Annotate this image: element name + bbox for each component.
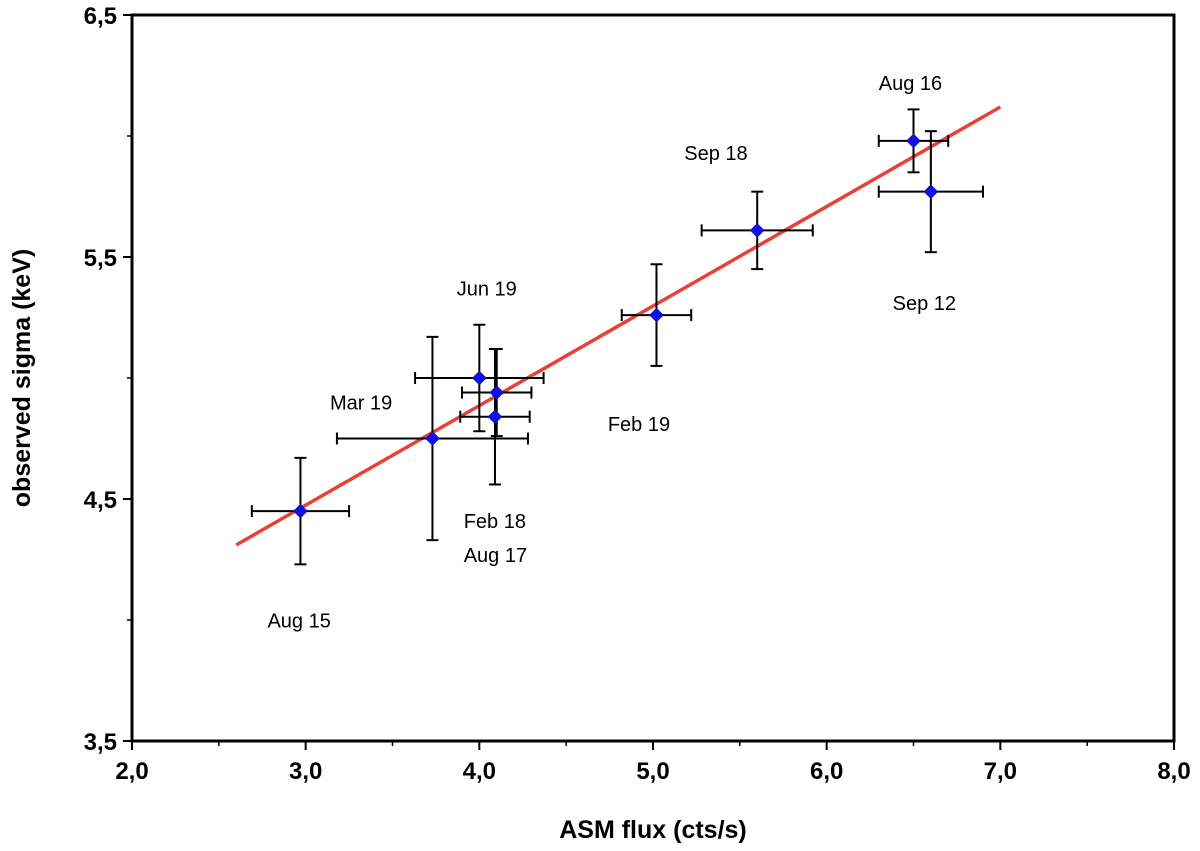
data-point-marker	[425, 431, 440, 446]
y-axis-title: observed sigma (keV)	[8, 249, 36, 507]
fit-line-layer	[235, 105, 1002, 547]
y-tick-label: 6,5	[84, 3, 117, 30]
annotation-label: Aug 15	[267, 610, 330, 632]
x-tick-label: 3,0	[289, 758, 322, 785]
annotation-label: Mar 19	[330, 392, 392, 414]
y-tick-label: 4,5	[84, 487, 117, 514]
annotation-label: Sep 12	[893, 293, 956, 315]
x-axis-title: ASM flux (cts/s)	[559, 816, 747, 844]
fit-line	[235, 105, 1002, 547]
data-point-marker	[923, 184, 939, 200]
annotations: Aug 16 Sep 18 Sep 12 Jun 19 Feb 19 Mar 19 Feb …	[267, 73, 956, 632]
y-tick-labels: 3,5 4,5 5,5 6,5	[84, 3, 117, 756]
annotation-label: Feb 19	[608, 414, 670, 436]
plot-area	[130, 13, 1176, 743]
x-tick-label: 8,0	[1157, 758, 1190, 785]
x-tick-label: 6,0	[810, 758, 843, 785]
data-point-marker	[749, 223, 765, 238]
y-tick-label: 3,5	[84, 729, 117, 756]
y-tick-label: 5,5	[84, 245, 117, 272]
data-point-marker	[471, 370, 487, 386]
data-markers	[293, 133, 939, 519]
annotation-label: Feb 18	[464, 511, 526, 533]
x-tick-label: 2,0	[115, 758, 148, 785]
data-point-marker	[906, 133, 921, 149]
annotation-label: Jun 19	[457, 279, 517, 301]
minor-ticks	[127, 135, 1088, 746]
data-point-marker	[649, 307, 664, 323]
annotation-label: Aug 17	[464, 545, 527, 567]
x-tick-label: 7,0	[984, 758, 1017, 785]
data-point-marker	[487, 409, 503, 425]
data-point-marker	[489, 385, 505, 400]
data-point-marker	[293, 503, 308, 519]
annotation-label: Sep 18	[684, 143, 747, 165]
annotation-label: Aug 16	[879, 73, 942, 95]
major-ticks	[123, 14, 1175, 750]
x-tick-labels: 2,0 3,0 4,0 5,0 6,0 7,0 8,0	[115, 758, 1190, 785]
x-tick-label: 4,0	[463, 758, 496, 785]
x-tick-label: 5,0	[636, 758, 669, 785]
